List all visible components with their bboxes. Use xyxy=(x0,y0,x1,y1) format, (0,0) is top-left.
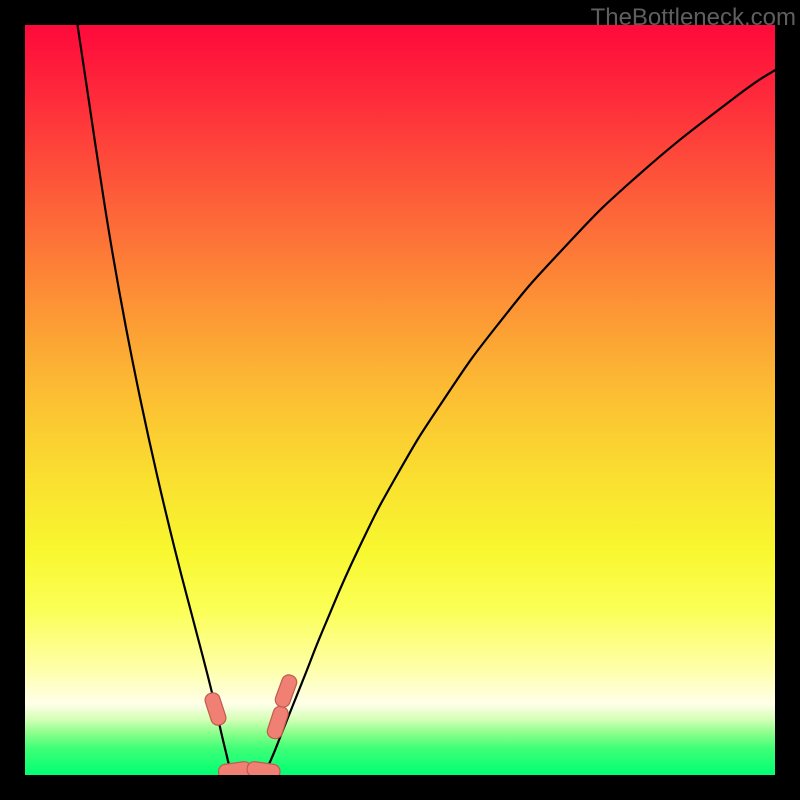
bottleneck-curve xyxy=(25,25,775,775)
curve-right xyxy=(261,70,776,775)
watermark-text: TheBottleneck.com xyxy=(591,4,796,32)
chart-frame: TheBottleneck.com xyxy=(0,0,800,800)
data-marker xyxy=(246,761,281,775)
plot-area xyxy=(25,25,775,775)
curve-left xyxy=(78,25,237,775)
data-marker xyxy=(203,691,227,727)
data-marker xyxy=(273,673,298,709)
